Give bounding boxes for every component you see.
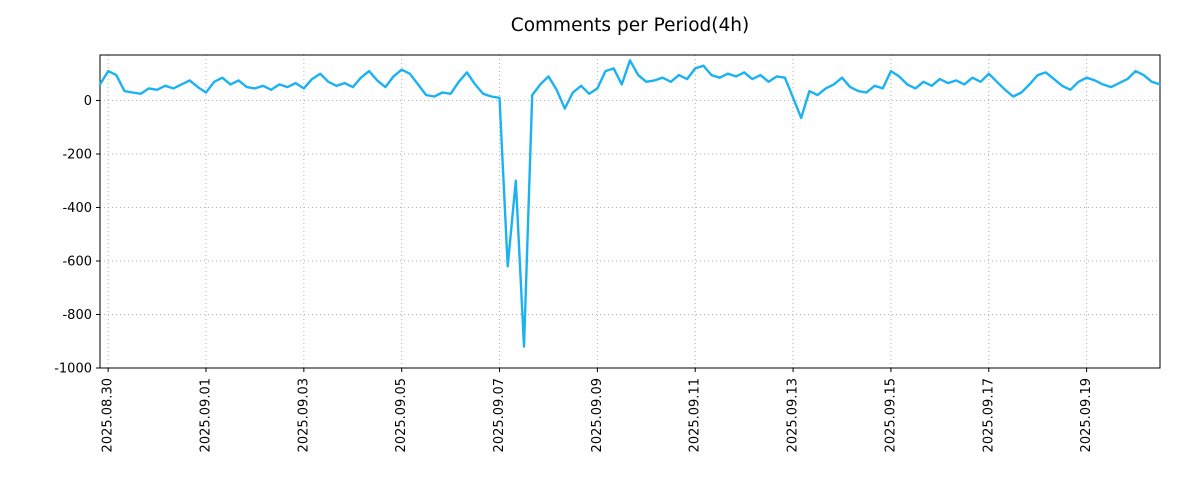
x-axis-tick-label: 2025.09.03: [296, 378, 311, 452]
x-axis-tick-label: 2025.09.01: [199, 378, 214, 452]
y-axis-tick-label: -600: [62, 254, 92, 269]
x-axis-tick-label: 2025.09.09: [590, 378, 605, 452]
x-axis-tick-label: 2025.09.11: [688, 378, 703, 452]
comments-series-line: [98, 59, 1162, 348]
x-axis-tick-label: 2025.09.17: [981, 378, 996, 452]
x-axis-tick-label: 2025.09.15: [883, 378, 898, 452]
y-axis-tick-label: 0: [84, 94, 92, 109]
axis-frame: [99, 54, 1161, 369]
x-axis-tick-label: 2025.09.05: [394, 378, 409, 452]
x-axis-tick-label: 2025.09.19: [1079, 378, 1094, 452]
y-axis-tick-label: -800: [62, 308, 92, 323]
x-axis-tick-label: 2025.09.07: [492, 378, 507, 452]
y-axis-tick-label: -200: [62, 147, 92, 162]
y-axis-tick-label: -400: [62, 201, 92, 216]
y-axis-tick-label: -1000: [54, 362, 92, 377]
x-axis-tick-label: 2025.08.30: [101, 378, 116, 452]
chart-title: Comments per Period(4h): [511, 15, 749, 36]
x-axis-tick-label: 2025.09.13: [786, 378, 801, 452]
